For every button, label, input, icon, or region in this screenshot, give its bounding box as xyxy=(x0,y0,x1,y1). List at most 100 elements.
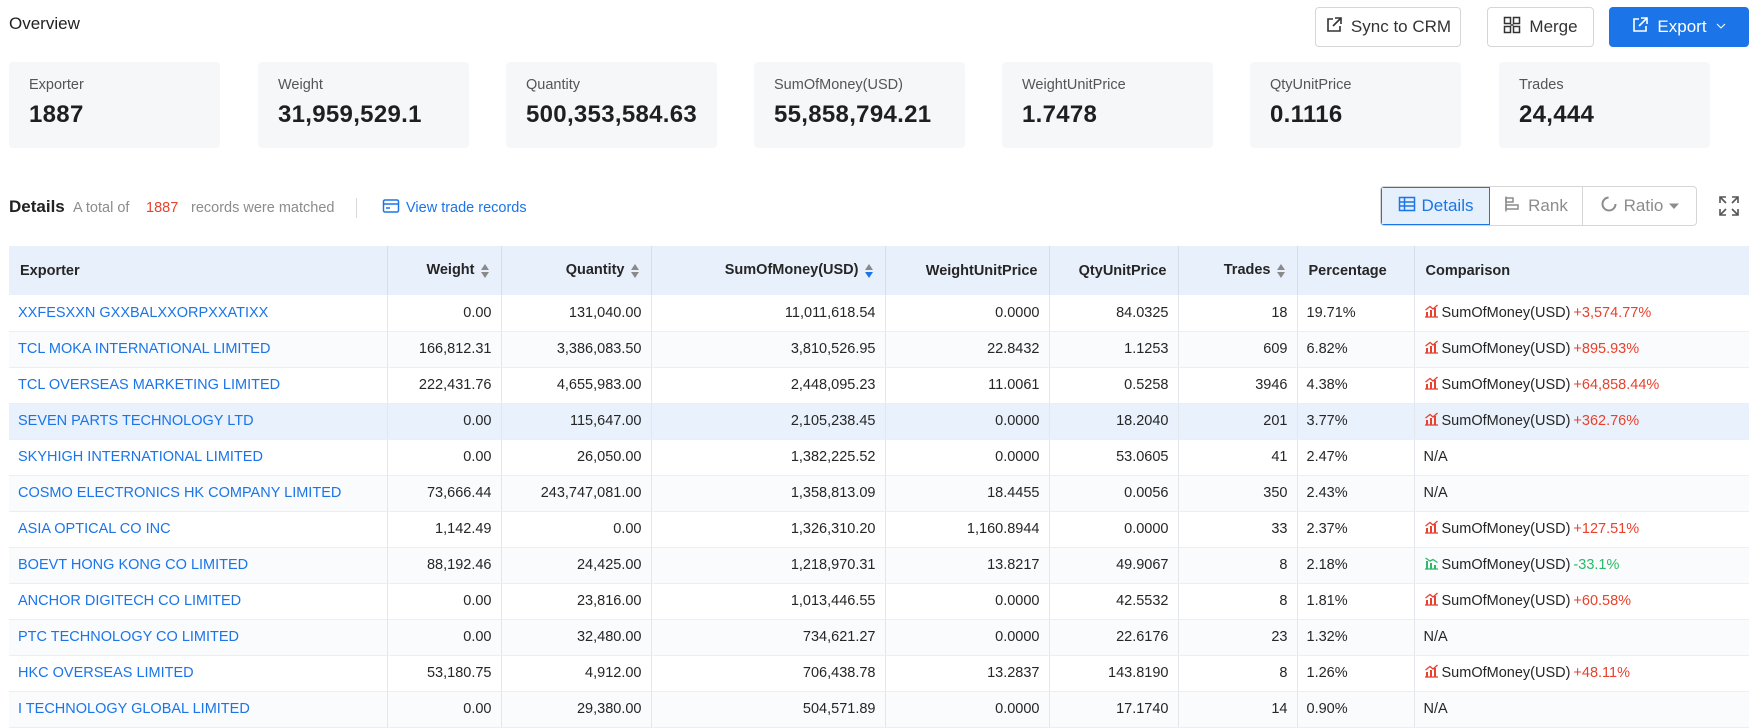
summary-card-exporter: Exporter 1887 xyxy=(9,62,220,148)
summary-card-qty-unit-price: QtyUnitPrice 0.1116 xyxy=(1250,62,1461,148)
cell-quantity: 29,380.00 xyxy=(501,691,652,728)
view-trade-records-link[interactable]: View trade records xyxy=(382,197,527,219)
exporter-link[interactable]: BOEVT HONG KONG CO LIMITED xyxy=(18,557,249,573)
view-rank-button[interactable]: Rank xyxy=(1490,187,1583,225)
sync-to-crm-button[interactable]: Sync to CRM xyxy=(1315,7,1461,47)
card-value: 31,959,529.1 xyxy=(278,101,422,128)
cell-sum-of-money: 706,438.78 xyxy=(651,655,886,692)
comparison-change: +3,574.77% xyxy=(1573,304,1652,321)
cell-percentage: 0.90% xyxy=(1297,691,1415,728)
comparison-change: +362.76% xyxy=(1573,413,1640,429)
cell-exporter: COSMO ELECTRONICS HK COMPANY LIMITED xyxy=(9,475,388,512)
fullscreen-icon[interactable] xyxy=(1717,194,1741,218)
cell-quantity: 243,747,081.00 xyxy=(501,475,652,512)
column-header-exporter: Exporter xyxy=(9,246,388,295)
trend-up-chart-icon xyxy=(1424,664,1439,682)
card-label: Exporter xyxy=(29,77,84,93)
sort-desc-icon[interactable] xyxy=(864,263,874,279)
card-label: WeightUnitPrice xyxy=(1022,77,1126,93)
cell-weight: 166,812.31 xyxy=(387,331,502,368)
summary-cards: Exporter 1887 Weight 31,959,529.1 Quanti… xyxy=(9,62,1749,148)
divider xyxy=(356,198,357,218)
details-prefix: A total of xyxy=(73,200,130,216)
merge-button[interactable]: Merge xyxy=(1487,7,1594,47)
exporter-link[interactable]: I TECHNOLOGY GLOBAL LIMITED xyxy=(18,701,250,717)
cell-qty-unit-price: 17.1740 xyxy=(1049,691,1179,728)
rank-bars-icon xyxy=(1504,195,1522,218)
sort-icon[interactable] xyxy=(480,263,490,279)
column-header-weight[interactable]: Weight xyxy=(387,246,502,295)
table-row: HKC OVERSEAS LIMITED 53,180.75 4,912.00 706… xyxy=(9,655,1749,692)
sort-icon[interactable] xyxy=(1276,263,1286,279)
exporter-link[interactable]: HKC OVERSEAS LIMITED xyxy=(18,665,194,681)
column-header-sum-of-money[interactable]: SumOfMoney(USD) xyxy=(651,246,886,295)
comparison-metric: SumOfMoney(USD) xyxy=(1441,377,1571,393)
cell-sum-of-money: 11,011,618.54 xyxy=(651,295,886,332)
cell-percentage: 3.77% xyxy=(1297,403,1415,440)
exporter-link[interactable]: TCL OVERSEAS MARKETING LIMITED xyxy=(18,377,281,393)
comparison-metric: SumOfMoney(USD) xyxy=(1441,413,1571,429)
cell-quantity: 115,647.00 xyxy=(501,403,652,440)
records-count: 1887 xyxy=(146,200,179,216)
cell-percentage: 1.26% xyxy=(1297,655,1415,692)
comparison-na: N/A xyxy=(1423,629,1448,645)
table-row: I TECHNOLOGY GLOBAL LIMITED 0.00 29,380.00… xyxy=(9,691,1749,728)
exporter-link[interactable]: PTC TECHNOLOGY CO LIMITED xyxy=(18,629,240,645)
view-ratio-dropdown[interactable]: Ratio xyxy=(1583,187,1696,225)
exporter-link[interactable]: ASIA OPTICAL CO INC xyxy=(18,521,171,537)
table-header-row: Exporter Weight Quantity SumOfMoney(USD)… xyxy=(9,246,1749,295)
cell-exporter: SKYHIGH INTERNATIONAL LIMITED xyxy=(9,439,388,476)
cell-percentage: 2.18% xyxy=(1297,547,1415,584)
trend-up-chart-icon xyxy=(1424,340,1439,358)
exporter-link[interactable]: XXFESXXN GXXBALXXORPXXATIXX xyxy=(18,304,269,321)
column-header-quantity[interactable]: Quantity xyxy=(501,246,652,295)
cell-exporter: XXFESXXN GXXBALXXORPXXATIXX xyxy=(9,295,388,332)
cell-qty-unit-price: 22.6176 xyxy=(1049,619,1179,656)
cell-sum-of-money: 1,358,813.09 xyxy=(651,475,886,512)
comparison-na: N/A xyxy=(1423,485,1448,501)
cell-percentage: 19.71% xyxy=(1297,295,1415,332)
view-rank-label: Rank xyxy=(1528,196,1568,215)
cell-trades: 8 xyxy=(1178,547,1298,584)
cell-sum-of-money: 734,621.27 xyxy=(651,619,886,656)
trend-up-chart-icon xyxy=(1424,304,1439,322)
table-row: SKYHIGH INTERNATIONAL LIMITED 0.00 26,050.… xyxy=(9,439,1749,476)
view-ratio-label: Ratio xyxy=(1623,196,1664,215)
cell-comparison: SumOfMoney(USD) +3,574.77% xyxy=(1414,295,1749,332)
card-value: 1887 xyxy=(29,101,84,128)
cell-quantity: 4,912.00 xyxy=(501,655,652,692)
cell-trades: 8 xyxy=(1178,655,1298,692)
summary-card-weight: Weight 31,959,529.1 xyxy=(258,62,469,148)
exporter-link[interactable]: ANCHOR DIGITECH CO LIMITED xyxy=(18,593,242,609)
table-row: ASIA OPTICAL CO INC 1,142.49 0.00 1,326,310… xyxy=(9,511,1749,548)
exporter-link[interactable]: SKYHIGH INTERNATIONAL LIMITED xyxy=(18,449,263,465)
view-details-button[interactable]: Details xyxy=(1381,187,1490,225)
export-button[interactable]: Export xyxy=(1609,7,1749,47)
exporter-link[interactable]: TCL MOKA INTERNATIONAL LIMITED xyxy=(18,341,271,357)
column-header-percentage: Percentage xyxy=(1297,246,1415,295)
cell-qty-unit-price: 0.0056 xyxy=(1049,475,1179,512)
details-title: Details xyxy=(9,197,65,216)
cell-comparison: N/A xyxy=(1414,475,1749,512)
comparison-change: +895.93% xyxy=(1573,341,1640,357)
cell-qty-unit-price: 53.0605 xyxy=(1049,439,1179,476)
cell-weight-unit-price: 0.0000 xyxy=(885,583,1050,620)
comparison-na: N/A xyxy=(1423,449,1448,465)
cell-sum-of-money: 2,105,238.45 xyxy=(651,403,886,440)
cell-sum-of-money: 504,571.89 xyxy=(651,691,886,728)
table-body: XXFESXXN GXXBALXXORPXXATIXX 0.00 131,040.0… xyxy=(9,295,1749,728)
card-value: 24,444 xyxy=(1519,101,1595,128)
exporter-link[interactable]: SEVEN PARTS TECHNOLOGY LTD xyxy=(18,413,254,429)
card-label: Weight xyxy=(278,77,323,93)
sync-to-crm-label: Sync to CRM xyxy=(1350,17,1452,36)
comparison-na: N/A xyxy=(1423,701,1448,717)
card-value: 0.1116 xyxy=(1270,101,1343,128)
cell-exporter: TCL MOKA INTERNATIONAL LIMITED xyxy=(9,331,388,368)
cell-weight-unit-price: 0.0000 xyxy=(885,295,1050,332)
cell-weight-unit-price: 0.0000 xyxy=(885,403,1050,440)
card-label: Trades xyxy=(1519,77,1564,93)
summary-card-trades: Trades 24,444 xyxy=(1499,62,1710,148)
column-header-trades[interactable]: Trades xyxy=(1178,246,1298,295)
sort-icon[interactable] xyxy=(630,263,640,279)
exporter-link[interactable]: COSMO ELECTRONICS HK COMPANY LIMITED xyxy=(18,485,342,501)
